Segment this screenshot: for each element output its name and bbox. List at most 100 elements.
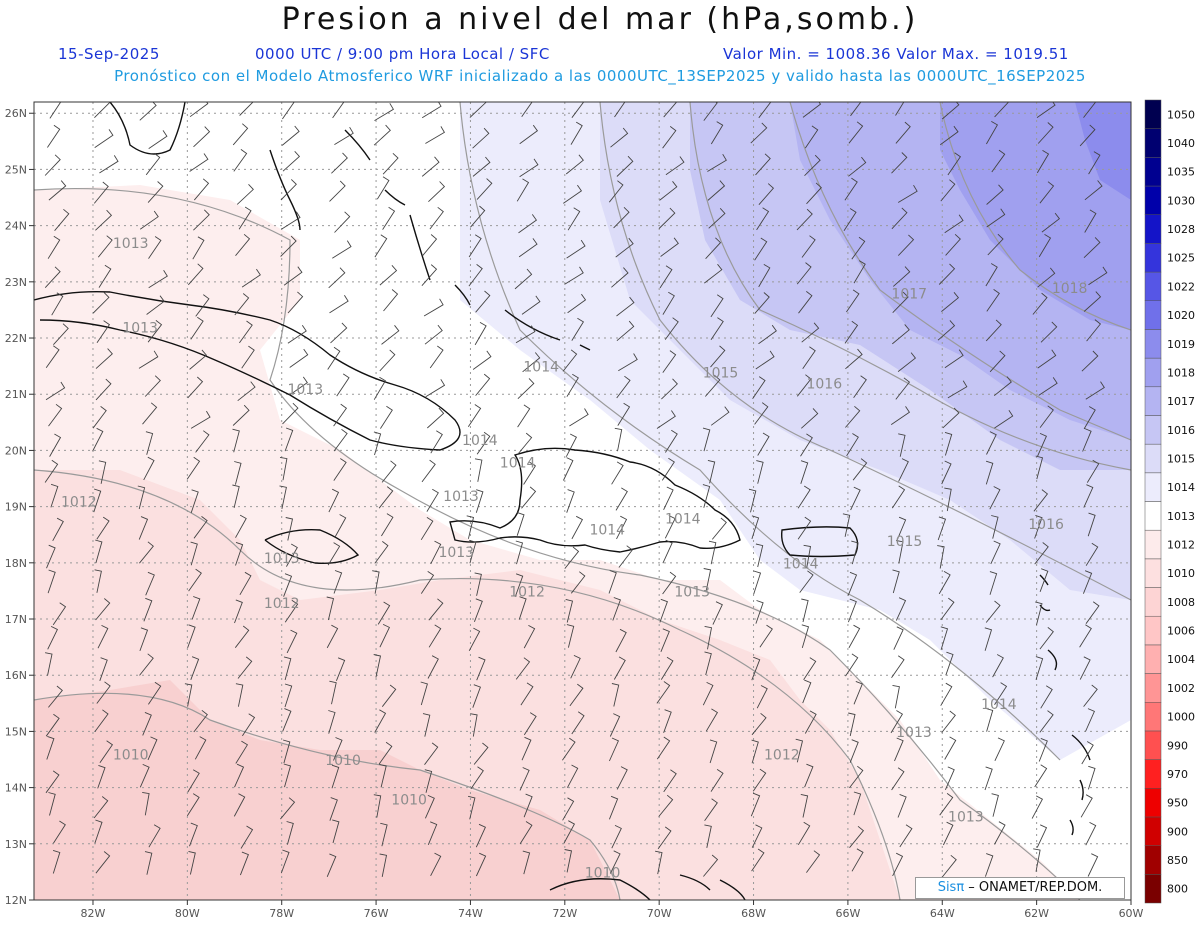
wind-barb <box>143 597 153 622</box>
wind-barb <box>333 403 348 427</box>
legend-swatch <box>1144 415 1162 445</box>
wind-barb <box>754 292 770 314</box>
wind-barb <box>470 205 486 228</box>
legend-swatch <box>1144 845 1162 875</box>
lon-label: 72W <box>552 907 577 920</box>
wind-barb <box>47 569 56 594</box>
lon-label: 70W <box>647 907 672 920</box>
wind-barb <box>232 404 250 426</box>
wind-barb <box>472 156 491 177</box>
wind-barb <box>94 569 102 593</box>
wind-barb <box>92 406 107 429</box>
wind-barb <box>612 597 621 621</box>
wind-barb <box>1087 512 1096 537</box>
wind-barb <box>705 237 722 260</box>
wind-barb <box>334 514 347 538</box>
wind-barb <box>190 489 199 513</box>
wind-barb <box>938 263 956 285</box>
wind-barb <box>1079 624 1092 648</box>
wind-barb <box>383 289 399 312</box>
isobar-label: 1012 <box>509 585 545 601</box>
plot-frame <box>33 101 1132 901</box>
wind-barb <box>424 742 439 765</box>
wind-barb <box>379 853 388 877</box>
isobar-label: 1018 <box>1052 281 1088 297</box>
wind-barb <box>44 154 61 176</box>
legend-swatch <box>1144 329 1162 359</box>
wind-barb <box>428 598 444 621</box>
wind-barb <box>565 154 584 175</box>
wind-barb <box>898 433 906 457</box>
wind-barb <box>279 456 288 481</box>
wind-barb <box>663 769 677 793</box>
coastlines <box>34 102 1091 900</box>
isobar-label: 1013 <box>122 320 158 336</box>
wind-barb <box>280 797 296 820</box>
wind-barb <box>707 153 727 172</box>
legend-swatch <box>1144 615 1162 646</box>
wind-barb <box>940 626 949 650</box>
wind-barb <box>1083 484 1094 508</box>
wind-barb <box>187 263 204 286</box>
wind-barb <box>944 431 953 456</box>
legend-swatch <box>1144 730 1162 760</box>
band-1019 <box>1075 102 1131 200</box>
wind-barb <box>566 624 575 648</box>
wind-barb <box>186 456 201 480</box>
wind-barb <box>1085 542 1099 566</box>
wind-barb <box>615 237 634 258</box>
wind-barb <box>661 457 675 481</box>
wind-barb <box>659 265 673 289</box>
wind-barb <box>613 656 626 680</box>
wind-barb <box>984 853 994 877</box>
wind-barb <box>753 570 762 595</box>
wind-barb <box>47 625 59 650</box>
lon-label: 64W <box>930 907 955 920</box>
isobar-label: 1013 <box>113 236 149 252</box>
wind-barb <box>1088 151 1101 175</box>
wind-barb <box>564 849 573 873</box>
wind-barb <box>523 793 533 818</box>
wind-barb <box>804 125 819 149</box>
wind-barb <box>472 350 492 370</box>
wind-barb <box>283 763 292 788</box>
wind-barb <box>381 325 400 345</box>
wind-barb <box>238 206 252 230</box>
wind-barb <box>710 294 724 318</box>
wind-barb <box>327 542 341 566</box>
wind-barb <box>755 600 764 624</box>
wind-barb <box>517 404 531 428</box>
wind-barb <box>475 852 487 877</box>
wind-barb <box>187 376 204 399</box>
wind-barb <box>517 432 533 455</box>
wind-barb <box>373 431 382 456</box>
wind-barb <box>944 766 955 790</box>
pressure-shading <box>34 102 1131 900</box>
wind-barb <box>138 350 159 369</box>
wind-barb <box>286 821 294 845</box>
wind-barb <box>332 240 352 259</box>
wind-barb <box>848 121 864 144</box>
wind-barb <box>940 125 959 146</box>
wind-barb <box>941 102 960 120</box>
legend-label: 1010 <box>1167 567 1195 580</box>
wind-barb <box>843 208 857 231</box>
wind-barb <box>895 377 911 400</box>
wind-barb <box>985 263 998 287</box>
wind-barb <box>992 654 1004 678</box>
wind-barb <box>663 486 674 510</box>
wind-barb <box>703 568 712 592</box>
wind-barb <box>804 710 817 734</box>
wind-barb <box>426 488 439 512</box>
lon-label: 82W <box>81 907 106 920</box>
wind-barb <box>803 544 812 569</box>
wind-barb <box>190 316 204 340</box>
wind-barb <box>994 737 1005 761</box>
wind-barb <box>148 269 168 289</box>
wind-barb <box>938 571 951 595</box>
wind-barb <box>515 540 524 565</box>
wind-barb <box>615 487 628 511</box>
wind-barb <box>897 184 918 203</box>
wind-barb <box>94 709 109 732</box>
wind-barb <box>758 102 772 119</box>
